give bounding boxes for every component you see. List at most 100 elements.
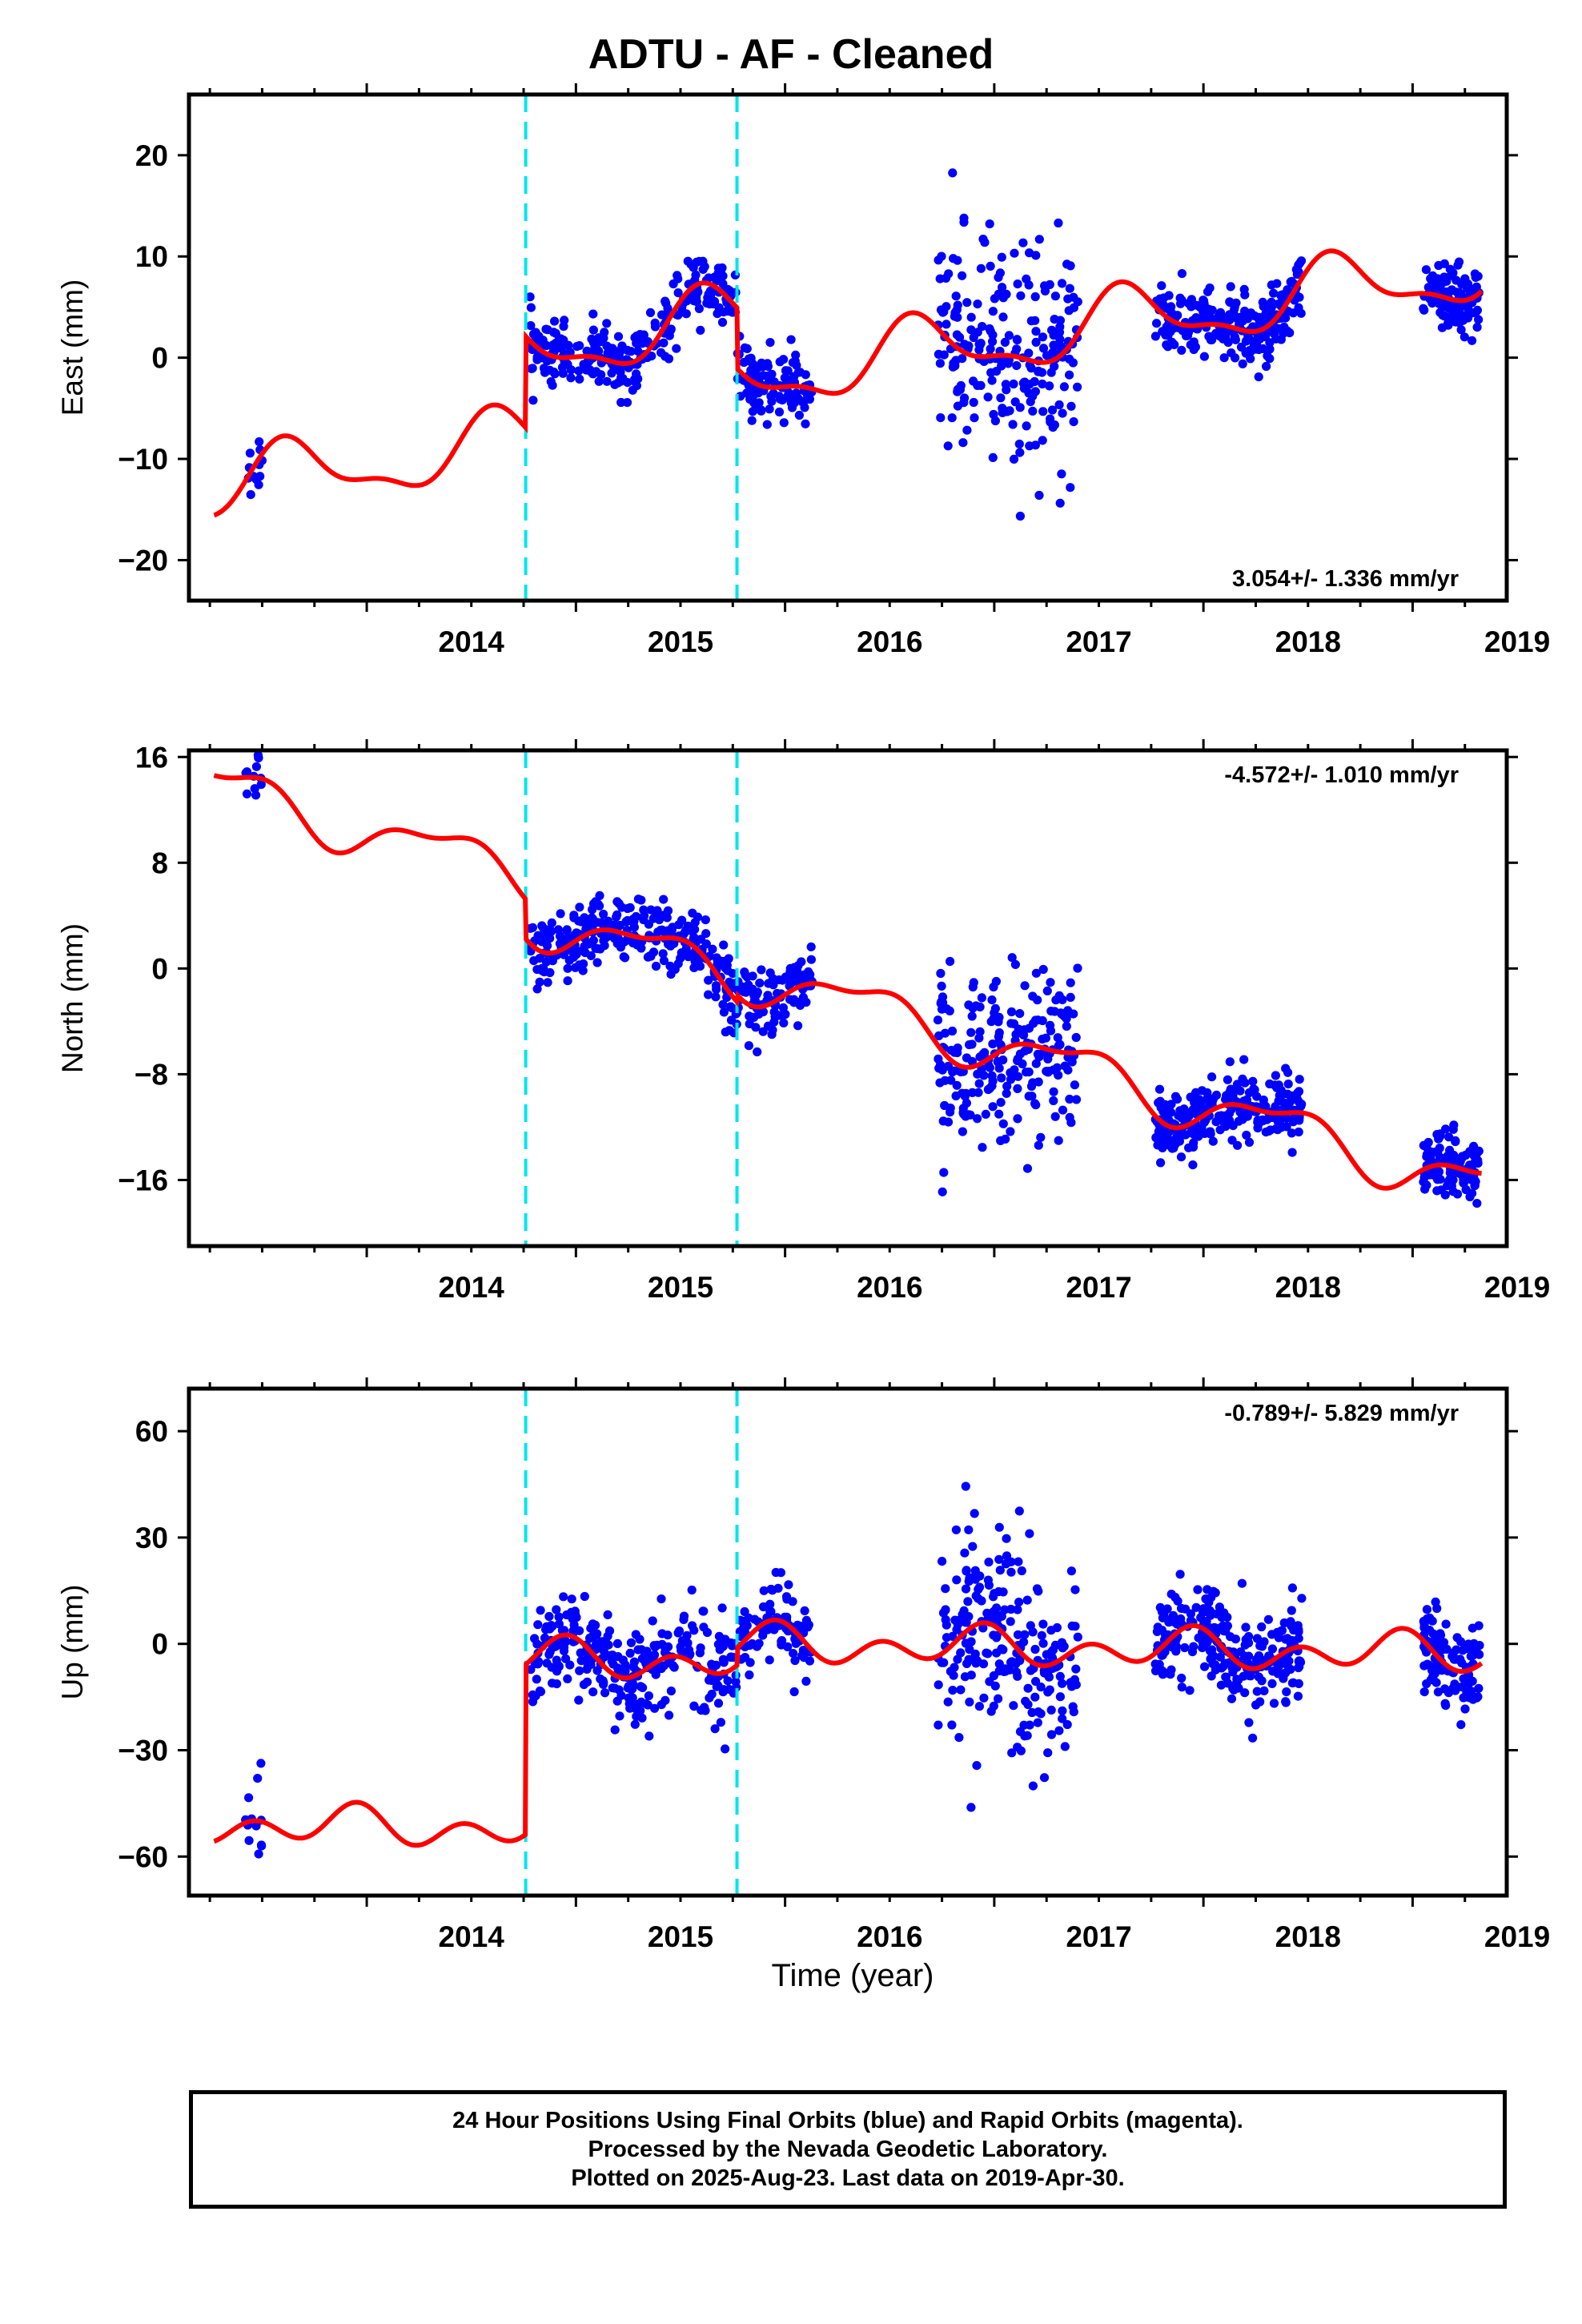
data-point	[803, 1619, 813, 1629]
data-point	[699, 1606, 709, 1616]
data-point	[1014, 1072, 1023, 1081]
data-point	[794, 410, 805, 420]
data-point	[582, 922, 592, 931]
data-point	[1272, 1627, 1283, 1637]
data-point	[544, 1611, 554, 1622]
data-point	[1191, 313, 1201, 323]
data-point	[1039, 1773, 1050, 1783]
data-point	[1023, 1699, 1033, 1710]
data-point	[997, 361, 1006, 371]
data-point	[1162, 1133, 1172, 1143]
data-point	[576, 1656, 586, 1666]
data-point	[1036, 1709, 1046, 1719]
data-point	[615, 366, 624, 376]
data-point	[1034, 1140, 1043, 1150]
data-point	[753, 388, 763, 398]
data-point	[688, 908, 697, 918]
data-point	[934, 1054, 943, 1063]
data-point	[691, 270, 701, 279]
model-fit-line	[213, 773, 1482, 1191]
data-point	[1055, 498, 1065, 508]
data-point	[1020, 377, 1030, 387]
data-point	[800, 403, 809, 412]
data-point	[1034, 1586, 1043, 1596]
data-point	[574, 366, 584, 376]
data-point	[694, 256, 705, 266]
data-point	[786, 335, 796, 344]
data-point	[1269, 1699, 1279, 1708]
data-point	[1281, 1063, 1291, 1073]
y-tick-label: 30	[135, 1522, 168, 1554]
data-point	[1066, 992, 1075, 1002]
data-point	[994, 1611, 1004, 1621]
data-point	[964, 341, 974, 351]
data-point	[641, 1699, 651, 1708]
data-point	[614, 935, 624, 944]
data-point	[986, 368, 996, 377]
data-point	[994, 1694, 1003, 1703]
data-point	[711, 992, 721, 1002]
data-point	[1071, 1032, 1081, 1043]
data-point	[1455, 1155, 1464, 1164]
plot-area	[213, 1389, 1484, 1896]
data-point	[966, 1803, 976, 1812]
data-point	[970, 413, 979, 423]
data-point	[936, 305, 946, 315]
data-point	[1440, 1699, 1450, 1708]
data-point	[1073, 382, 1082, 392]
x-tick-label: 2014	[439, 1271, 505, 1304]
x-tick-label: 2018	[1275, 625, 1341, 658]
data-point	[718, 1642, 728, 1651]
data-point	[968, 1542, 978, 1551]
data-point	[1014, 1506, 1024, 1516]
data-point	[1057, 1638, 1066, 1647]
data-point	[749, 1012, 759, 1022]
data-point	[1071, 1680, 1081, 1690]
data-point	[1231, 298, 1241, 308]
data-point	[1430, 279, 1439, 288]
data-point	[765, 1599, 775, 1609]
data-point	[550, 316, 560, 326]
data-point	[1199, 1117, 1209, 1127]
data-point	[673, 959, 683, 968]
data-point	[1031, 968, 1041, 978]
data-point	[622, 398, 632, 408]
data-point	[1287, 1148, 1297, 1157]
panel-frame	[187, 1386, 1509, 1898]
data-point	[1058, 1706, 1067, 1715]
data-point	[757, 965, 766, 975]
data-point	[617, 341, 627, 351]
data-point	[1453, 260, 1463, 270]
data-point	[625, 1648, 635, 1658]
data-point	[947, 1026, 958, 1036]
data-point	[713, 1699, 724, 1708]
data-point	[1063, 1065, 1073, 1075]
data-point	[254, 1849, 263, 1859]
data-point	[1264, 312, 1274, 322]
data-point	[704, 990, 713, 999]
data-point	[952, 1575, 962, 1585]
data-point	[549, 1642, 559, 1652]
data-point	[1024, 348, 1034, 358]
x-tick-label: 2017	[1066, 1920, 1131, 1953]
data-point	[1046, 1007, 1056, 1016]
data-point	[549, 367, 559, 377]
data-point	[742, 1621, 752, 1630]
data-point	[563, 1674, 572, 1683]
data-point	[776, 1568, 786, 1578]
data-point	[739, 987, 749, 997]
data-point	[607, 368, 616, 378]
data-point	[712, 276, 721, 286]
data-point	[1046, 1020, 1055, 1030]
data-point	[630, 333, 640, 343]
x-tick-label: 2018	[1275, 1920, 1341, 1953]
data-point	[959, 1606, 969, 1615]
data-point	[1232, 313, 1242, 323]
data-point	[526, 303, 536, 312]
data-point	[1474, 1621, 1484, 1630]
data-point	[958, 271, 967, 280]
data-point	[566, 365, 576, 375]
data-point	[1066, 978, 1075, 987]
data-point	[1038, 1638, 1048, 1648]
